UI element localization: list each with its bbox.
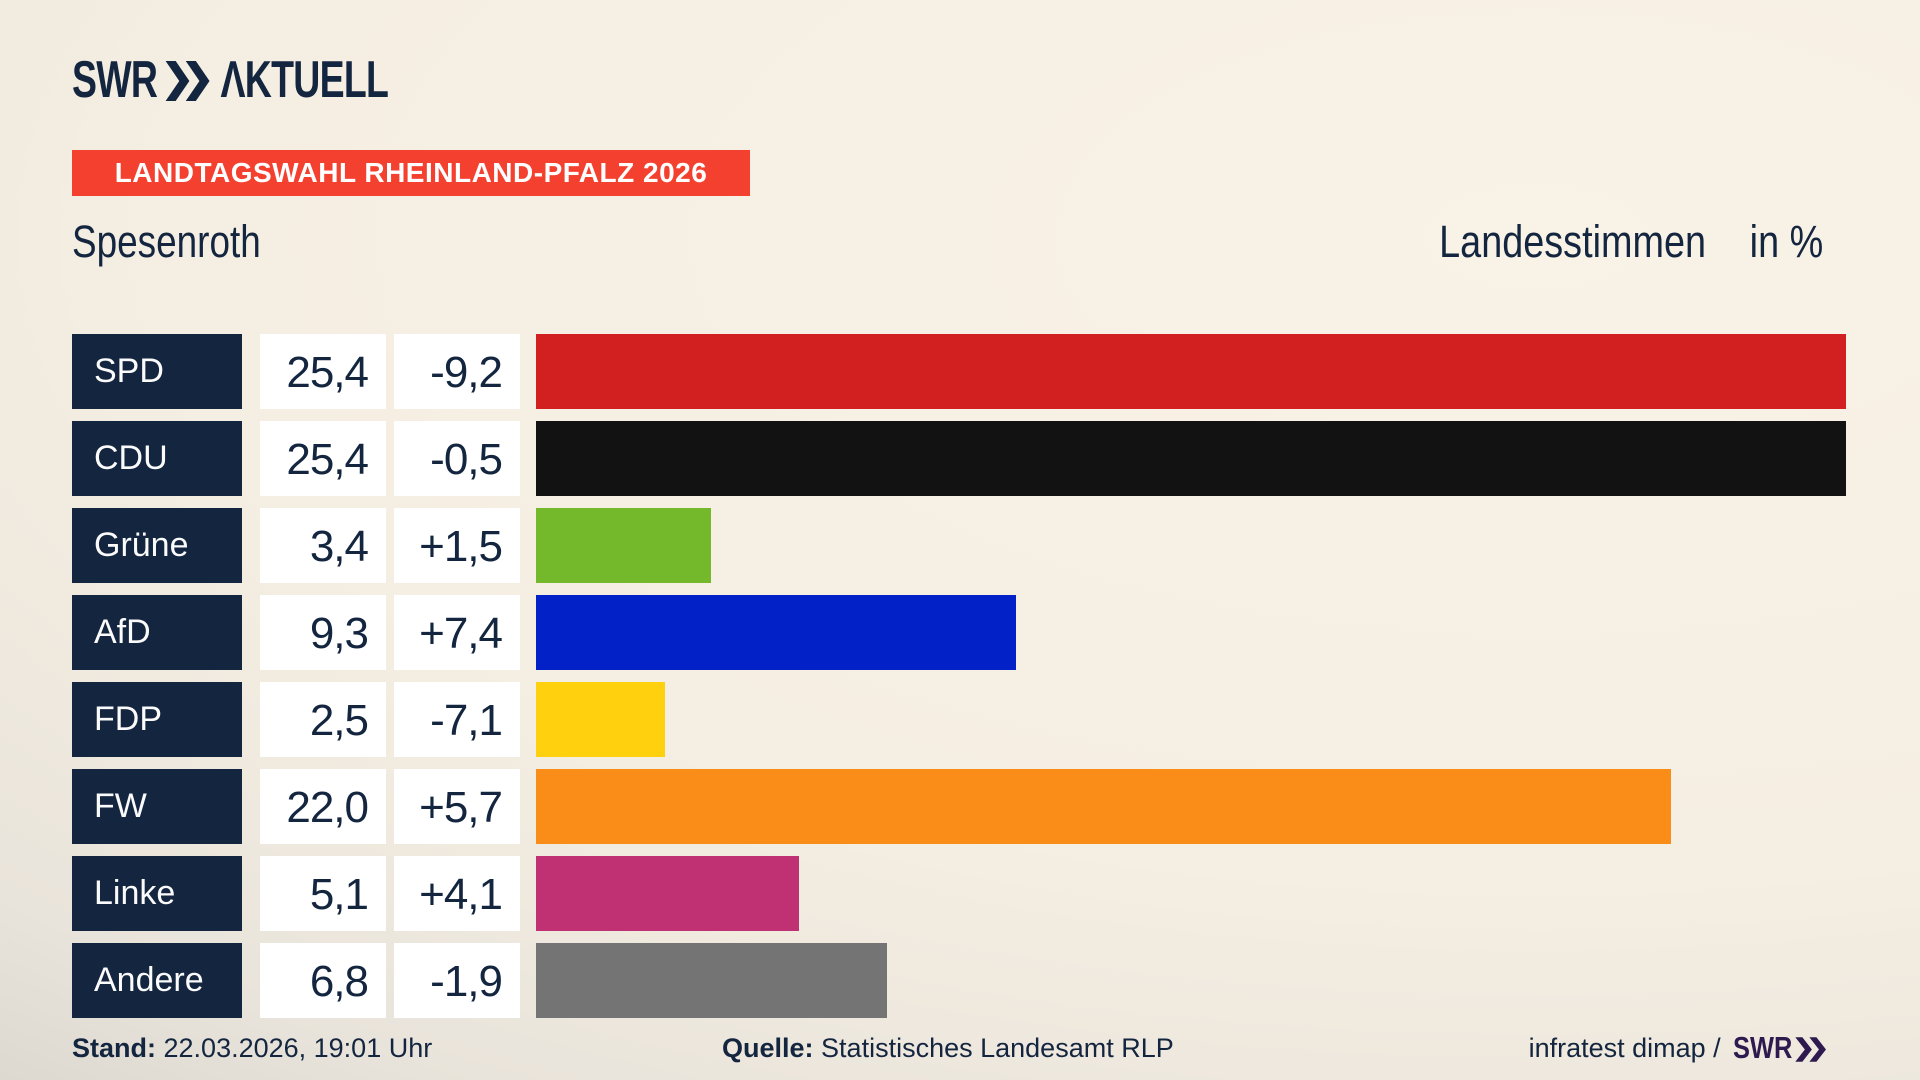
stand-label: Stand: xyxy=(72,1033,156,1063)
credit-text: infratest dimap / xyxy=(1528,1033,1721,1063)
result-change-spd: -9,2 xyxy=(394,334,520,409)
result-value-fw: 22,0 xyxy=(260,769,386,844)
aktuell-wordmark: ΛKTUELL xyxy=(220,51,389,109)
result-value-fdp: 2,5 xyxy=(260,682,386,757)
party-label-andere: Andere xyxy=(72,943,242,1018)
result-change-andere: -1,9 xyxy=(394,943,520,1018)
party-label-fw: FW xyxy=(72,769,242,844)
result-change-fdp: -7,1 xyxy=(394,682,520,757)
party-label-spd: SPD xyxy=(72,334,242,409)
result-bar-spd xyxy=(536,334,1846,409)
result-bar-fdp xyxy=(536,682,665,757)
party-label-gruene: Grüne xyxy=(72,508,242,583)
swr-footer-chevrons-icon xyxy=(1795,1037,1826,1062)
party-label-cdu: CDU xyxy=(72,421,242,496)
result-change-gruene: +1,5 xyxy=(394,508,520,583)
status-timestamp: Stand: 22.03.2026, 19:01 Uhr xyxy=(72,1030,432,1066)
result-bar-afd xyxy=(536,595,1016,670)
swr-footer-logo: SWR xyxy=(1733,1030,1827,1066)
result-value-andere: 6,8 xyxy=(260,943,386,1018)
credit-note: infratest dimap / SWR xyxy=(1529,1030,1847,1066)
election-banner-text: LANDTAGSWAHL RHEINLAND-PFALZ 2026 xyxy=(114,157,708,188)
party-label-linke: Linke xyxy=(72,856,242,931)
swr-footer-wordmark: SWR xyxy=(1732,1030,1792,1065)
result-bar-linke xyxy=(536,856,799,931)
result-change-fw: +5,7 xyxy=(394,769,520,844)
result-bar-cdu xyxy=(536,421,1846,496)
swr-aktuell-logo: SWR ΛKTUELL xyxy=(72,51,389,109)
vote-type-header: Landesstimmen in % xyxy=(1439,216,1823,268)
result-value-linke: 5,1 xyxy=(260,856,386,931)
result-value-spd: 25,4 xyxy=(260,334,386,409)
unit-label: in % xyxy=(1749,216,1823,267)
party-label-afd: AfD xyxy=(72,595,242,670)
quelle-label: Quelle: xyxy=(722,1033,814,1063)
result-value-gruene: 3,4 xyxy=(260,508,386,583)
stand-value: 22.03.2026, 19:01 Uhr xyxy=(163,1033,433,1063)
result-value-cdu: 25,4 xyxy=(260,421,386,496)
result-bar-fw xyxy=(536,769,1671,844)
quelle-value: Statistisches Landesamt RLP xyxy=(821,1033,1174,1063)
result-bar-gruene xyxy=(536,508,711,583)
municipality-title: Spesenroth xyxy=(72,216,261,267)
result-value-afd: 9,3 xyxy=(260,595,386,670)
swr-chevrons-icon xyxy=(165,61,210,101)
source-note: Quelle: Statistisches Landesamt RLP xyxy=(722,1030,1174,1066)
party-label-fdp: FDP xyxy=(72,682,242,757)
vote-type-label: Landesstimmen xyxy=(1438,216,1706,267)
result-change-cdu: -0,5 xyxy=(394,421,520,496)
election-banner: LANDTAGSWAHL RHEINLAND-PFALZ 2026 xyxy=(72,150,750,196)
result-bar-andere xyxy=(536,943,887,1018)
result-change-linke: +4,1 xyxy=(394,856,520,931)
swr-wordmark: SWR xyxy=(72,51,158,109)
result-change-afd: +7,4 xyxy=(394,595,520,670)
